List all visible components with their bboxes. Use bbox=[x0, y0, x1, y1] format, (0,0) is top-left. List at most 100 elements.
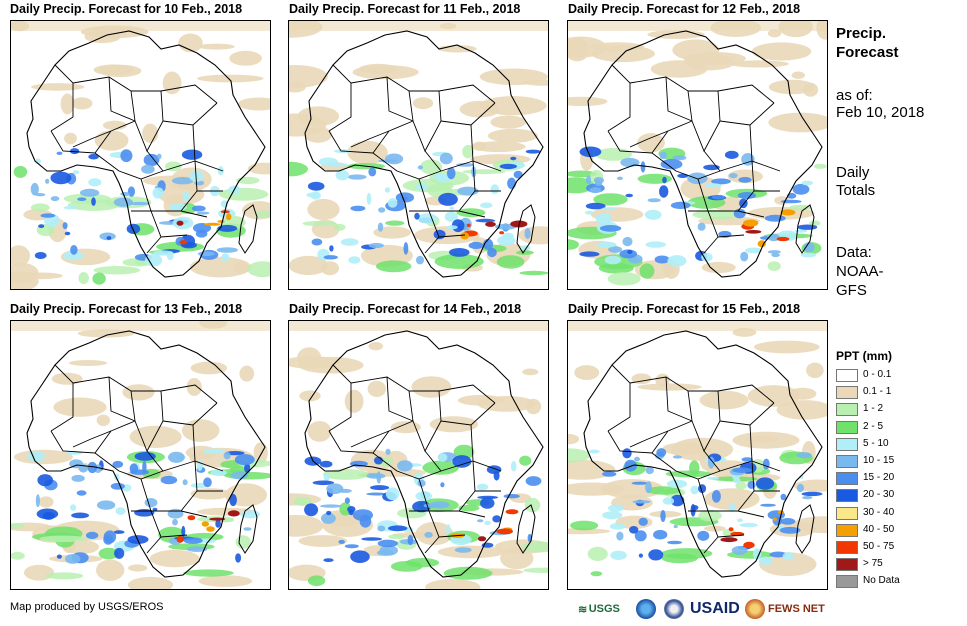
precip-patch bbox=[648, 549, 664, 561]
precip-patch bbox=[739, 522, 758, 528]
precip-patch bbox=[348, 256, 361, 264]
fewsnet-logo: FEWS NET bbox=[745, 597, 825, 621]
precip-patch bbox=[293, 496, 313, 506]
precip-patch bbox=[477, 495, 499, 500]
precip-patch bbox=[629, 526, 639, 534]
precip-patch bbox=[142, 123, 159, 143]
precip-patch bbox=[183, 569, 234, 577]
precip-patch bbox=[77, 197, 87, 201]
precip-patch bbox=[370, 485, 390, 491]
precip-patch bbox=[333, 223, 346, 231]
precip-patch bbox=[51, 372, 83, 385]
precip-patch bbox=[230, 471, 249, 480]
precip-patch bbox=[801, 491, 823, 497]
precip-patch bbox=[50, 171, 72, 185]
precip-patch bbox=[344, 497, 350, 504]
heavy-precip-core bbox=[466, 223, 471, 227]
precip-patch bbox=[76, 490, 87, 496]
totals-line2: Totals bbox=[836, 182, 876, 199]
precip-patch bbox=[53, 397, 107, 417]
precip-patch bbox=[304, 503, 319, 517]
precip-patch bbox=[627, 250, 633, 254]
precip-patch bbox=[779, 526, 801, 534]
precip-patch bbox=[302, 220, 337, 227]
precip-patch bbox=[192, 223, 212, 233]
precip-patch bbox=[522, 368, 539, 376]
legend-swatch bbox=[836, 437, 858, 451]
precip-patch bbox=[711, 194, 726, 200]
precip-patch bbox=[366, 473, 386, 479]
country-border bbox=[386, 76, 414, 122]
legend-label: 10 - 15 bbox=[863, 455, 895, 466]
precip-patch bbox=[181, 149, 203, 160]
precip-patch bbox=[340, 238, 359, 246]
precip-patch bbox=[422, 460, 459, 475]
precip-patch bbox=[477, 396, 536, 412]
precip-patch bbox=[289, 113, 327, 137]
precip-patch bbox=[589, 187, 602, 194]
precip-patch bbox=[323, 472, 330, 482]
precip-patch bbox=[298, 356, 364, 374]
precip-patch bbox=[415, 521, 453, 546]
precip-patch bbox=[98, 547, 119, 560]
precip-patch bbox=[378, 207, 386, 213]
precip-patch bbox=[622, 236, 633, 247]
country-border bbox=[607, 130, 669, 154]
precip-patch bbox=[390, 561, 423, 572]
precip-patch bbox=[607, 272, 641, 286]
heavy-precip-core bbox=[743, 541, 755, 549]
precip-patch bbox=[254, 210, 270, 219]
precip-patch bbox=[162, 71, 182, 95]
precip-patch bbox=[73, 170, 80, 175]
precip-patch bbox=[802, 496, 813, 500]
precip-patch bbox=[625, 193, 633, 198]
precip-patch bbox=[289, 161, 308, 177]
precip-patch bbox=[311, 238, 323, 246]
africa-coastline bbox=[304, 330, 544, 578]
precip-patch bbox=[127, 576, 174, 589]
heavy-precip-core bbox=[772, 517, 777, 521]
precip-patch bbox=[39, 535, 88, 543]
precip-patch bbox=[412, 500, 431, 513]
precip-patch bbox=[601, 207, 616, 211]
precip-patch bbox=[37, 474, 53, 487]
precip-patch bbox=[34, 252, 47, 259]
precip-patch bbox=[788, 387, 817, 400]
precip-patch bbox=[645, 466, 654, 475]
precip-patch bbox=[38, 224, 45, 229]
precip-patch bbox=[338, 539, 345, 544]
precip-patch bbox=[616, 531, 624, 541]
country-border bbox=[737, 510, 765, 518]
legend-label: 30 - 40 bbox=[863, 506, 895, 518]
precip-patch bbox=[377, 549, 395, 556]
precip-patch bbox=[407, 534, 414, 546]
precip-patch bbox=[673, 524, 678, 529]
precip-patch bbox=[470, 141, 526, 153]
precip-patch bbox=[166, 251, 174, 261]
country-border bbox=[72, 376, 136, 422]
precip-patch bbox=[599, 225, 622, 232]
country-border bbox=[629, 76, 693, 122]
heavy-precip-core bbox=[206, 526, 215, 532]
heavy-precip-core bbox=[176, 220, 184, 226]
precip-patch bbox=[446, 167, 456, 180]
precip-patch bbox=[659, 151, 667, 160]
precip-patch bbox=[747, 385, 801, 407]
precip-patch bbox=[347, 174, 367, 180]
heavy-precip-core bbox=[460, 232, 469, 240]
precip-patch bbox=[677, 173, 689, 178]
precip-patch bbox=[96, 559, 125, 581]
precip-patch bbox=[803, 242, 815, 253]
heavy-precip-core bbox=[720, 537, 738, 543]
precip-patch bbox=[424, 531, 433, 538]
precip-patch bbox=[510, 156, 517, 161]
precip-patch bbox=[732, 467, 752, 473]
precip-patch bbox=[667, 540, 683, 545]
precip-patch bbox=[632, 500, 651, 504]
precip-patch bbox=[741, 457, 753, 462]
precip-patch bbox=[590, 571, 603, 577]
heavy-precip-core bbox=[776, 236, 790, 242]
precip-patch bbox=[438, 453, 448, 462]
africa-coastline bbox=[304, 30, 544, 278]
precip-patch bbox=[516, 250, 534, 255]
